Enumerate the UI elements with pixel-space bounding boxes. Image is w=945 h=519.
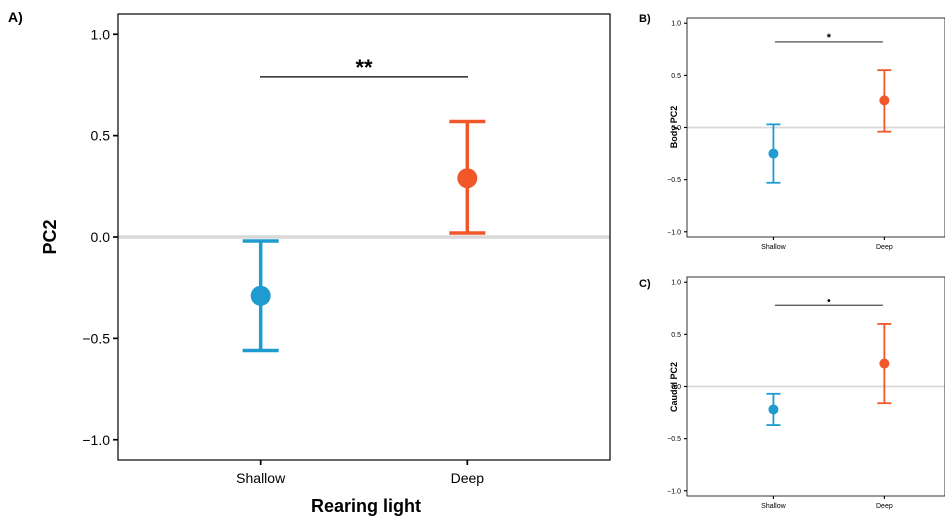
panel-c-y-tick-label: −1.0: [667, 488, 681, 495]
panel-a-y-tick-label: −1.0: [82, 432, 110, 448]
panel-b-y-tick-label: 1.0: [671, 21, 681, 28]
panel-a-y-tick-label: −0.5: [82, 330, 110, 346]
panel-b-x-tick-label: Deep: [876, 244, 893, 251]
panel-b-significance-marker: *: [827, 32, 832, 44]
panel-a-x-axis-title: Rearing light: [311, 496, 421, 516]
panel-a-x-tick-label: Shallow: [236, 470, 286, 486]
panel-a-label: A): [8, 9, 23, 25]
panel-c-y-tick-label: −0.5: [667, 436, 681, 443]
panel-b-shallow-point: [768, 148, 779, 159]
panel-c-shallow-point: [768, 404, 779, 415]
panel-c: C) Caudal PC2 −1.0 −0.5 0.0 0.5 1.0 Shallow De…: [639, 276, 945, 510]
panel-a-y-tick-label: 1.0: [91, 26, 111, 42]
panel-b-label: B): [639, 13, 651, 25]
panel-c-y-tick-label: 1.0: [671, 280, 681, 287]
panel-b-y-axis-title: Body PC2: [669, 106, 679, 149]
panel-b: B) Body PC2 −1.0 −0.5 0.0 0.5 1.0 Shallow Deep…: [639, 13, 945, 251]
panel-b-y-tick-label: 0.5: [671, 73, 681, 80]
panel-a-shallow-point: [250, 285, 271, 306]
panel-c-label: C): [639, 278, 651, 290]
panel-b-y-tick-label: −0.5: [667, 177, 681, 184]
panel-c-y-tick-label: 0.0: [671, 384, 681, 391]
panel-a-x-tick-label: Deep: [451, 470, 485, 486]
panel-a-y-tick-label: 0.0: [91, 229, 111, 245]
panel-a-deep-point: [457, 168, 478, 189]
panel-b-y-tick-label: −1.0: [667, 229, 681, 236]
panel-c-y-tick-label: 0.5: [671, 332, 681, 339]
panel-a-y-tick-label: 0.5: [91, 128, 111, 144]
panel-a-significance-marker: **: [355, 55, 373, 80]
panel-c-y-axis-title: Caudal PC2: [669, 362, 679, 412]
panel-c-x-tick-label: Deep: [876, 503, 893, 510]
panel-c-significance-marker: •: [827, 296, 831, 307]
panel-b-deep-point: [879, 95, 890, 106]
panel-a-y-axis-title: PC2: [40, 219, 60, 254]
panel-a: A) Rearing light PC2 −1.0 −0.5 0.0 0.5 1.0 Sh…: [8, 9, 611, 516]
panel-c-deep-point: [879, 358, 890, 369]
panel-b-y-tick-label: 0.0: [671, 125, 681, 132]
panel-b-x-tick-label: Shallow: [761, 244, 786, 251]
panel-c-x-tick-label: Shallow: [761, 503, 786, 510]
